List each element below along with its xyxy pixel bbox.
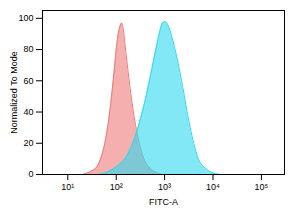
svg-text:FITC-A: FITC-A (149, 197, 178, 207)
svg-text:10⁴: 10⁴ (206, 182, 220, 192)
svg-text:0: 0 (28, 169, 33, 179)
svg-text:60: 60 (23, 76, 33, 86)
svg-text:10³: 10³ (158, 182, 171, 192)
svg-text:20: 20 (23, 138, 33, 148)
svg-text:10⁵: 10⁵ (255, 182, 269, 192)
svg-text:10²: 10² (110, 182, 123, 192)
svg-text:Normalized To Mode: Normalized To Mode (9, 51, 19, 133)
svg-text:100: 100 (18, 13, 33, 23)
svg-text:40: 40 (23, 107, 33, 117)
svg-text:80: 80 (23, 44, 33, 54)
svg-text:10¹: 10¹ (61, 182, 74, 192)
